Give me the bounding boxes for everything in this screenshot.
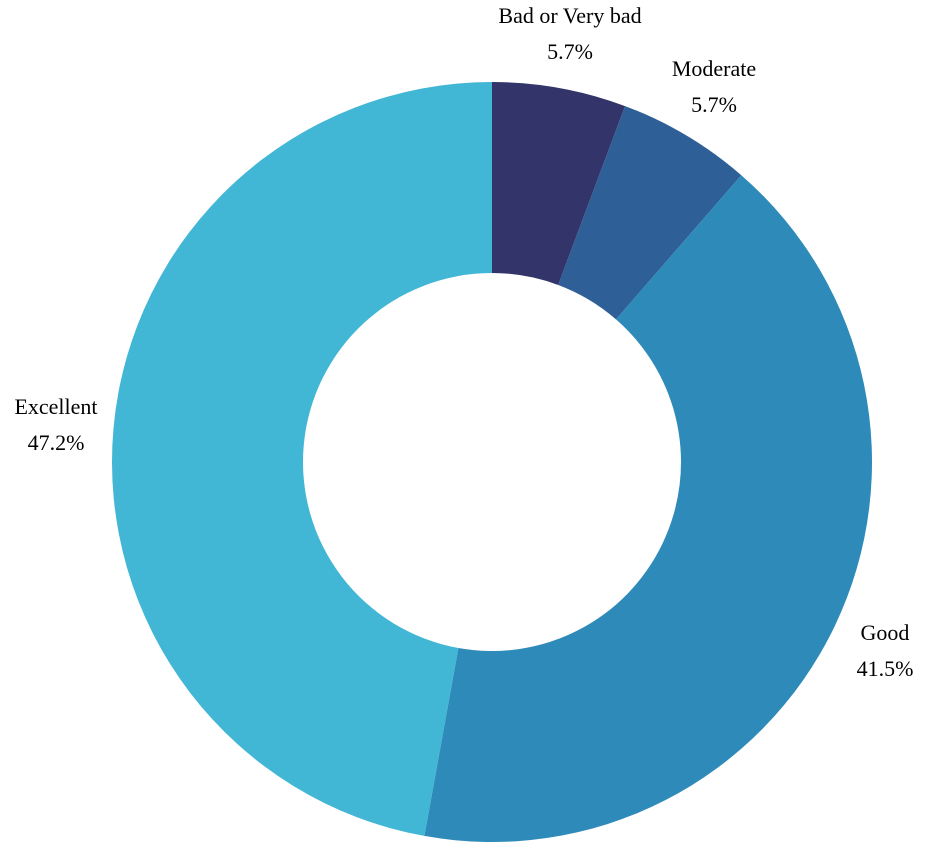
slice-value-bad-or-very-bad: 5.7% (547, 39, 593, 64)
slice-label-moderate: Moderate (672, 56, 756, 81)
labels-group: Bad or Very bad 5.7% Moderate 5.7% Good 41.5%… (14, 3, 913, 681)
slice-label-excellent: Excellent (14, 394, 97, 419)
slices-group (111, 81, 873, 843)
slice-value-excellent: 47.2% (28, 430, 85, 455)
slice-moderate (558, 106, 742, 320)
slice-value-moderate: 5.7% (691, 92, 737, 117)
slice-good (424, 175, 873, 843)
slice-bad-or-very-bad (492, 82, 626, 285)
slice-label-good: Good (861, 620, 910, 645)
slice-excellent (111, 81, 493, 836)
slice-label-bad-or-very-bad: Bad or Very bad (498, 3, 641, 28)
slice-value-good: 41.5% (857, 656, 914, 681)
